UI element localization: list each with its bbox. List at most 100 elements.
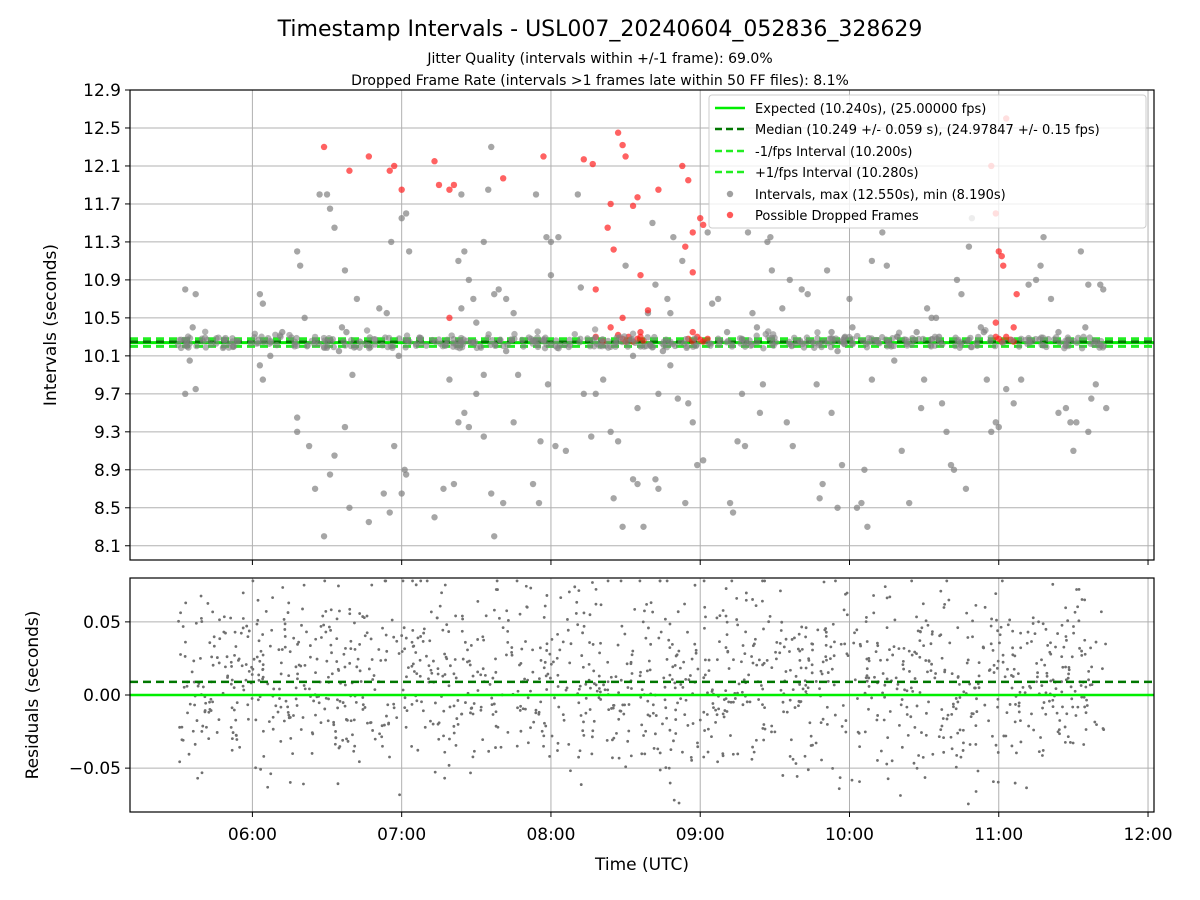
interval-point xyxy=(247,340,255,347)
residual-point xyxy=(1060,623,1064,627)
interval-point xyxy=(584,335,591,342)
residual-point xyxy=(806,686,810,690)
residual-point xyxy=(358,612,362,615)
interval-point xyxy=(932,314,940,322)
residual-point xyxy=(441,674,445,678)
residual-point xyxy=(199,594,203,598)
residual-point xyxy=(581,665,585,669)
residual-point xyxy=(702,579,706,583)
residual-point xyxy=(958,696,962,699)
interval-point xyxy=(610,495,617,502)
residual-point xyxy=(429,719,432,723)
residual-point xyxy=(469,644,473,647)
interval-point xyxy=(1052,334,1060,341)
interval-point xyxy=(532,191,540,198)
dropped-frame-point xyxy=(619,141,626,149)
dropped-frame-point xyxy=(320,143,328,151)
residual-point xyxy=(676,610,680,614)
residual-point xyxy=(727,667,731,670)
interval-point xyxy=(965,243,973,250)
dropped-frame-point xyxy=(607,200,614,208)
dropped-frame-point xyxy=(992,319,999,326)
residual-point xyxy=(793,636,796,640)
residual-point xyxy=(840,724,844,728)
residual-point xyxy=(918,639,922,643)
residual-point xyxy=(403,696,407,700)
interval-point xyxy=(607,343,614,350)
residual-point xyxy=(974,603,978,607)
residual-point xyxy=(615,731,618,735)
residual-point xyxy=(630,672,634,675)
residual-point xyxy=(1065,712,1069,716)
residual-point xyxy=(556,632,559,636)
residual-point xyxy=(578,684,582,688)
interval-point xyxy=(366,344,373,352)
residual-point xyxy=(230,706,234,710)
residual-point xyxy=(905,713,909,716)
interval-point xyxy=(909,334,916,342)
residual-point xyxy=(865,667,869,671)
interval-point xyxy=(814,329,821,336)
residual-point xyxy=(722,715,726,719)
residual-point xyxy=(496,588,499,591)
residual-point xyxy=(542,616,546,619)
residual-point xyxy=(296,642,299,646)
residual-point xyxy=(272,687,276,691)
interval-point xyxy=(858,499,865,507)
residual-point xyxy=(418,658,422,662)
residual-point xyxy=(289,736,293,740)
residual-point xyxy=(1067,672,1071,676)
residual-point xyxy=(616,643,620,647)
residual-point xyxy=(744,598,748,602)
residual-point xyxy=(415,699,419,703)
residual-point xyxy=(1013,781,1017,785)
residual-point xyxy=(469,771,472,775)
residual-point xyxy=(740,690,744,694)
residual-point xyxy=(343,665,347,669)
interval-point xyxy=(861,466,868,473)
residual-point xyxy=(703,673,707,677)
residual-point xyxy=(748,700,752,704)
residual-point xyxy=(617,717,621,721)
residual-point xyxy=(752,642,756,646)
residual-point xyxy=(888,648,891,652)
residual-point xyxy=(506,730,510,734)
dropped-frame-point xyxy=(610,246,617,253)
residual-point xyxy=(1051,678,1055,682)
y-tick-label: 8.5 xyxy=(94,499,121,519)
residual-point xyxy=(178,725,182,729)
residual-point xyxy=(261,675,265,679)
residual-point xyxy=(538,646,542,650)
residual-point xyxy=(286,611,290,614)
residual-point xyxy=(461,657,465,661)
residual-point xyxy=(271,715,275,719)
residual-point xyxy=(1040,658,1043,662)
interval-point xyxy=(820,337,828,345)
residual-point xyxy=(1002,734,1006,738)
residual-point xyxy=(283,628,287,631)
residual-point xyxy=(654,714,658,717)
interval-point xyxy=(667,309,674,317)
residual-point xyxy=(414,583,418,587)
interval-point xyxy=(891,357,898,364)
residual-point xyxy=(233,630,237,634)
residual-point xyxy=(724,614,728,618)
residual-point xyxy=(683,602,686,606)
residual-point xyxy=(788,698,792,702)
dropped-frame-point xyxy=(431,158,438,165)
residual-point xyxy=(669,748,673,752)
interval-point xyxy=(552,342,559,350)
residual-point xyxy=(909,715,913,719)
residual-point xyxy=(810,663,814,667)
residual-point xyxy=(269,772,273,776)
x-axis-label: Time (UTC) xyxy=(594,855,689,875)
interval-point xyxy=(277,333,284,341)
residual-point xyxy=(461,617,465,621)
residual-point xyxy=(651,610,655,614)
residual-point xyxy=(456,722,460,726)
residual-point xyxy=(676,701,679,705)
residual-point xyxy=(647,659,651,663)
residual-point xyxy=(706,691,709,695)
residual-point xyxy=(324,696,328,700)
y-tick-label: 12.9 xyxy=(83,81,121,101)
